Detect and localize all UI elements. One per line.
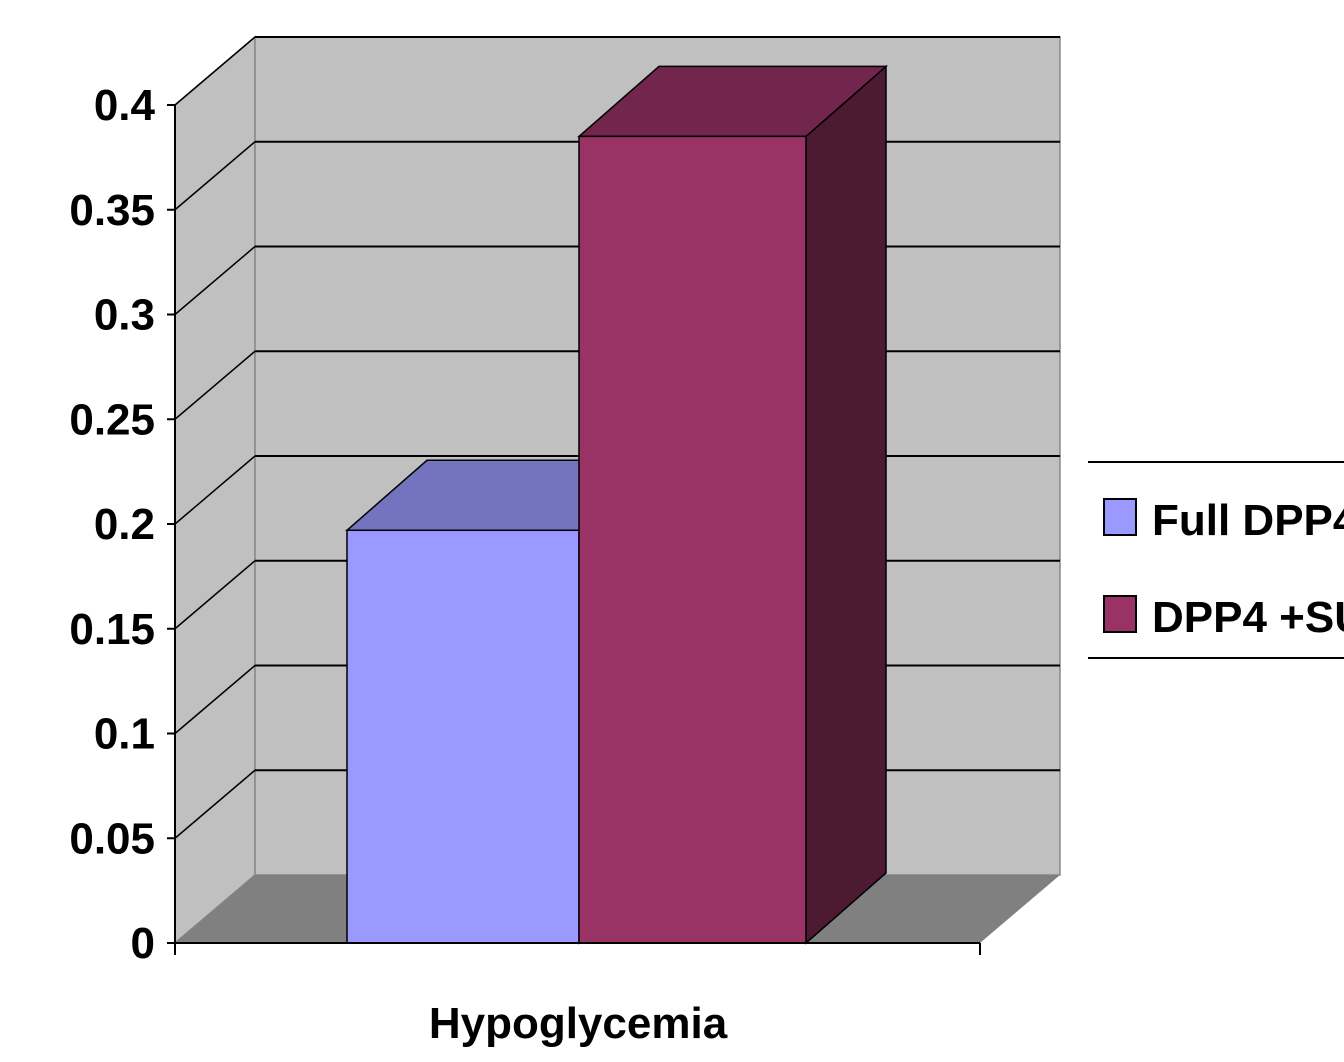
gridline-side bbox=[174, 769, 256, 839]
legend-swatch-dpp4-su bbox=[1103, 595, 1137, 633]
bar-front-face bbox=[578, 135, 807, 944]
y-tick-label: 0.15 bbox=[69, 605, 155, 654]
gridline-side bbox=[174, 350, 256, 420]
y-tick-label: 0.4 bbox=[94, 81, 156, 130]
bar-dpp4-su bbox=[577, 64, 888, 945]
y-tick-label: 0.25 bbox=[69, 395, 155, 444]
gridline-side bbox=[174, 455, 256, 525]
legend-swatch-full-dpp4 bbox=[1103, 498, 1137, 536]
y-tick-label: 0 bbox=[131, 919, 155, 968]
bar-front-face bbox=[346, 529, 580, 944]
y-tick-label: 0.3 bbox=[94, 291, 155, 340]
y-axis-ticks: 0 0.05 0.1 0.15 0.2 0.25 0.3 0.35 0.4 bbox=[69, 81, 175, 968]
gridline-side bbox=[174, 141, 256, 211]
bars bbox=[345, 64, 888, 945]
category-label: Hypoglycemia bbox=[429, 999, 728, 1048]
gridline-side bbox=[174, 664, 256, 735]
gridline-side bbox=[174, 245, 256, 316]
gridline-side bbox=[174, 560, 256, 630]
y-tick-label: 0.2 bbox=[94, 500, 155, 549]
gridline-side bbox=[174, 36, 256, 106]
y-tick-label: 0.05 bbox=[69, 814, 155, 863]
legend: Full DPP4 DPP4 +SU bbox=[1088, 461, 1344, 659]
legend-label-full-dpp4: Full DPP4 bbox=[1152, 496, 1344, 545]
y-tick-label: 0.1 bbox=[94, 710, 155, 759]
y-tick-label: 0.35 bbox=[69, 186, 155, 235]
bar-side-face bbox=[805, 64, 887, 945]
legend-label-dpp4-su: DPP4 +SU bbox=[1152, 593, 1344, 642]
